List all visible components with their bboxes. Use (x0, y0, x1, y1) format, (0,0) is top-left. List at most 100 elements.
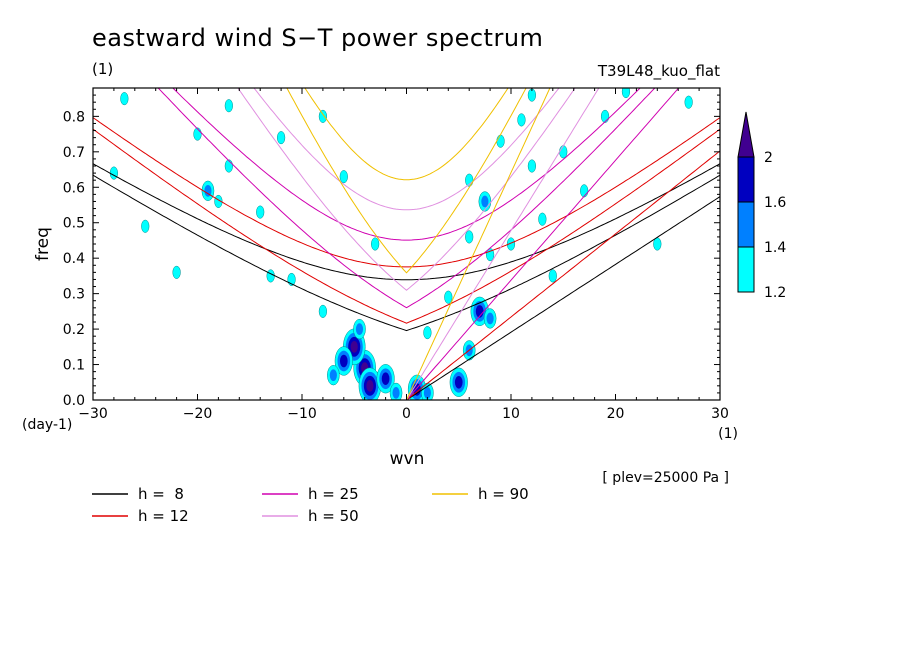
spectral-blob (329, 369, 337, 382)
spectral-blob (141, 219, 150, 233)
x-unit-label: (1) (718, 426, 738, 442)
spectral-blob (481, 195, 489, 208)
spectral-blob (559, 145, 568, 159)
spectral-blob (423, 387, 431, 399)
dispersion-line (93, 128, 720, 324)
spectral-blob (339, 170, 348, 184)
dispersion-line (237, 88, 576, 291)
colorbar-label: 1.6 (764, 195, 786, 211)
spectral-blob (486, 312, 494, 325)
y-tick-label: 0.2 (63, 322, 85, 338)
dispersion-line (406, 88, 551, 400)
spectral-blob (318, 109, 327, 123)
dispersion-line (253, 88, 560, 211)
x-tick-label: 20 (607, 406, 625, 422)
subtitle-left: (1) (92, 60, 113, 78)
spectral-blob (224, 159, 233, 173)
spectral-blob (527, 159, 537, 173)
spectral-blob (366, 379, 374, 392)
x-tick-label: 30 (711, 406, 729, 422)
y-tick-label: 0.5 (63, 216, 85, 232)
footnote: [ plev=25000 Pa ] (602, 470, 729, 486)
y-tick-label: 0.8 (63, 109, 85, 125)
spectral-blob (350, 340, 358, 353)
spectral-blob (423, 326, 432, 340)
spectral-blob (277, 131, 286, 145)
dispersion-line (286, 88, 527, 274)
spectral-blob (465, 230, 474, 244)
dispersion-line (304, 88, 509, 181)
y-tick-label: 0.0 (63, 393, 85, 409)
dispersion-line (406, 150, 720, 400)
colorbar-segment (737, 201, 755, 248)
x-tick-label: −10 (287, 406, 317, 422)
dispersion-line (157, 88, 656, 309)
spectral-blob (256, 205, 265, 219)
spectral-blob (193, 127, 202, 141)
y-axis: 0.0 0.1 0.2 0.3 0.4 0.5 0.6 0.7 0.8 (63, 94, 720, 409)
legend-entry: h = 12 (138, 507, 189, 525)
spectral-blob (684, 95, 693, 109)
x-axis-label: wvn (390, 449, 425, 469)
spectral-blob (355, 323, 364, 335)
legend-entry: h = 90 (478, 485, 529, 503)
dispersion-line (406, 88, 680, 400)
colorbar-arrow (737, 111, 755, 158)
spectral-blob (517, 113, 526, 127)
dispersion-line (406, 88, 600, 400)
spectral-blob (548, 269, 557, 283)
legend-entry: h = 25 (308, 485, 359, 503)
colorbar-segment (737, 156, 755, 203)
spectral-blob (600, 109, 610, 123)
subtitle-right: T39L48_kuo_flat (597, 62, 720, 81)
dispersion-line (93, 174, 720, 332)
spectral-blob (621, 88, 631, 99)
y-tick-label: 0.4 (63, 251, 85, 267)
dispersion-line (93, 117, 720, 268)
colorbar-label: 1.4 (764, 240, 786, 256)
spectral-blob (454, 375, 463, 389)
plot-frame (92, 87, 721, 401)
x-tick-label: 10 (502, 406, 520, 422)
y-tick-label: 0.6 (63, 180, 85, 196)
spectral-blob (120, 92, 129, 106)
spectral-blob (371, 237, 380, 251)
spectral-blob (172, 265, 181, 279)
y-axis-label: freq (33, 227, 53, 261)
spectral-blob (580, 184, 589, 198)
spectral-power-contours (109, 88, 693, 400)
x-axis: −30 −20 −10 0 10 20 30 (78, 88, 729, 422)
dispersion-line (406, 196, 720, 400)
x-tick-label: −20 (183, 406, 213, 422)
dispersion-line (93, 163, 720, 281)
colorbar-label: 2 (764, 150, 773, 166)
y-tick-label: 0.7 (63, 145, 85, 161)
spectral-blob (318, 304, 327, 318)
y-tick-label: 0.3 (63, 287, 85, 303)
spectral-blob (381, 372, 390, 386)
spectral-blob (506, 237, 516, 251)
spectral-blob (224, 99, 233, 113)
x-tick-label: −30 (78, 406, 108, 422)
colorbar-label: 1.2 (764, 285, 786, 301)
spectral-blob (109, 166, 119, 180)
dispersion-curves (93, 88, 720, 400)
legend: h = 8 h = 12 h = 25 h = 50 h = 90 (92, 485, 529, 525)
y-unit-label: (day-1) (22, 417, 72, 433)
spectral-blob (204, 184, 212, 197)
spectral-blob (266, 269, 275, 283)
dispersion-line (172, 88, 641, 241)
legend-entry: h = 50 (308, 507, 359, 525)
spectral-blob (538, 212, 547, 226)
spectral-blob (444, 290, 453, 304)
spectral-blob (496, 134, 505, 148)
legend-entry: h = 8 (138, 485, 184, 503)
y-tick-label: 0.1 (63, 358, 85, 374)
x-tick-label: 0 (402, 406, 411, 422)
colorbar: 1.2 1.4 1.6 2 (737, 111, 786, 301)
spectral-blob (339, 354, 348, 368)
colorbar-segment (737, 246, 755, 293)
chart-title: eastward wind S−T power spectrum (92, 24, 543, 52)
spectral-blob (392, 387, 400, 399)
